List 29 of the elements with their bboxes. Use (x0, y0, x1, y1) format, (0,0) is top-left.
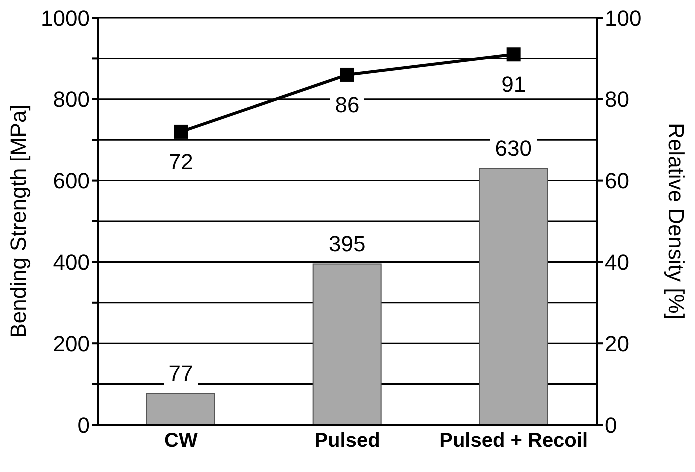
point (174, 124, 188, 139)
bar (479, 168, 548, 425)
bar (312, 264, 382, 425)
data-label: 395 (328, 232, 366, 257)
x-tick-label: CW (164, 430, 198, 452)
data-label: 72 (168, 149, 194, 174)
x-tick-label: Pulsed (314, 430, 380, 452)
y2-axis-title: Relative Density [%] (664, 123, 690, 320)
y2-tick-label: 0 (605, 412, 618, 438)
point (506, 48, 521, 62)
y-tick-label: 1000 (41, 6, 90, 31)
y-axis-title: Bending Strength [MPa] (6, 104, 31, 338)
data-label: 77 (168, 361, 194, 386)
y2-tick-label: 40 (605, 250, 630, 276)
y-tick-label: 0 (78, 412, 90, 438)
y-tick-label: 600 (53, 168, 90, 194)
y2-tick-label: 80 (605, 87, 630, 112)
data-label: 91 (502, 72, 526, 98)
y2-tick-label: 100 (605, 6, 642, 31)
data-label: 630 (495, 136, 532, 162)
point (340, 68, 354, 82)
y-tick-label: 200 (53, 331, 90, 356)
y2-tick-label: 20 (605, 331, 630, 356)
y2-tick-label: 60 (605, 168, 630, 194)
x-tick-label: Pulsed + Recoil (440, 430, 588, 452)
y-tick-label: 400 (53, 250, 90, 276)
bar (146, 393, 216, 425)
y-tick-label: 800 (53, 87, 90, 112)
data-label: 86 (335, 92, 360, 118)
